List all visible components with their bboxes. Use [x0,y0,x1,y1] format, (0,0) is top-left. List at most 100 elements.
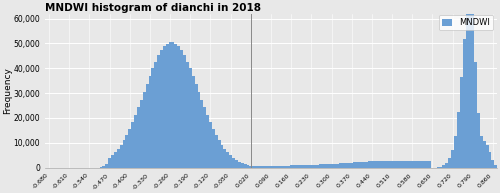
Bar [261,166,264,168]
Bar [215,135,218,168]
Bar [166,44,168,168]
Bar [163,46,166,168]
Bar [457,112,460,168]
Bar [183,55,186,168]
Y-axis label: Frequency: Frequency [3,67,12,114]
Bar [304,165,307,168]
Bar [307,165,310,168]
Bar [200,100,203,168]
Bar [402,162,405,168]
Bar [296,165,298,168]
Bar [114,152,117,168]
Bar [382,162,385,168]
Bar [460,77,462,168]
Bar [152,68,154,168]
Bar [448,158,451,168]
Bar [272,166,276,168]
Bar [480,135,483,168]
Bar [350,163,353,168]
Bar [488,152,492,168]
Bar [474,62,477,168]
Bar [168,42,172,168]
Bar [204,107,206,168]
Legend: MNDWI: MNDWI [439,15,493,30]
Bar [436,167,440,168]
Bar [244,164,246,168]
Bar [106,164,108,168]
Bar [255,166,258,168]
Bar [278,166,281,168]
Bar [472,8,474,168]
Bar [252,166,255,168]
Bar [468,0,471,168]
Bar [408,162,411,168]
Bar [428,162,431,168]
Bar [226,152,229,168]
Bar [416,162,420,168]
Bar [356,162,359,168]
Bar [287,166,290,168]
Bar [446,163,448,168]
Bar [494,165,497,168]
Bar [310,165,313,168]
Bar [462,39,466,168]
Bar [102,166,106,168]
Bar [160,50,163,168]
Bar [411,162,414,168]
Bar [192,76,194,168]
Bar [209,122,212,168]
Bar [359,162,362,168]
Bar [212,129,215,168]
Bar [178,46,180,168]
Bar [235,160,238,168]
Bar [374,162,376,168]
Bar [250,166,252,168]
Bar [362,162,364,168]
Bar [238,162,240,168]
Bar [333,164,336,168]
Bar [425,162,428,168]
Bar [108,158,111,168]
Bar [264,166,266,168]
Bar [131,122,134,168]
Bar [122,140,126,168]
Bar [220,145,224,168]
Bar [486,145,488,168]
Bar [126,135,128,168]
Bar [117,149,119,168]
Bar [316,165,318,168]
Bar [292,165,296,168]
Bar [266,166,270,168]
Bar [370,162,374,168]
Bar [111,155,114,168]
Bar [342,163,344,168]
Bar [270,166,272,168]
Bar [146,84,148,168]
Bar [338,163,342,168]
Bar [353,163,356,168]
Bar [240,163,244,168]
Bar [324,164,327,168]
Bar [206,115,209,168]
Bar [327,164,330,168]
Bar [477,113,480,168]
Bar [385,162,388,168]
Bar [442,165,446,168]
Bar [189,68,192,168]
Bar [180,50,183,168]
Bar [186,62,189,168]
Bar [368,162,370,168]
Bar [388,162,390,168]
Bar [284,166,287,168]
Bar [120,145,122,168]
Bar [174,44,178,168]
Bar [134,115,137,168]
Bar [224,149,226,168]
Bar [298,165,302,168]
Bar [414,162,416,168]
Text: MNDWI histogram of dianchi in 2018: MNDWI histogram of dianchi in 2018 [45,3,261,13]
Bar [405,162,408,168]
Bar [313,165,316,168]
Bar [198,91,200,168]
Bar [420,162,422,168]
